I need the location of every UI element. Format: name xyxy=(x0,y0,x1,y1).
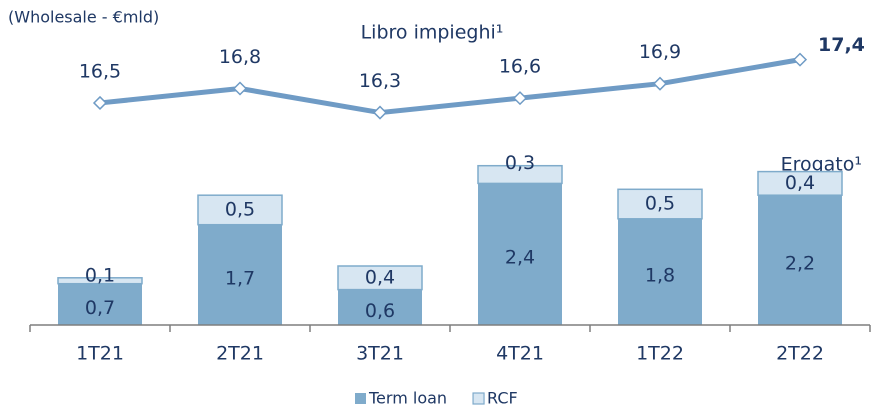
bar-segment xyxy=(478,183,562,325)
value-label: 16,6 xyxy=(499,56,541,78)
bar-segment xyxy=(477,164,563,185)
marker xyxy=(652,76,668,91)
value-label: 0,3 xyxy=(505,152,535,174)
bar-segment xyxy=(338,289,422,325)
value-label: 0,4 xyxy=(785,172,815,194)
value-label: 0,4 xyxy=(365,266,395,288)
marker xyxy=(92,95,108,110)
x-tick-label: 1T22 xyxy=(636,343,684,365)
line xyxy=(99,57,801,116)
value-label: 16,3 xyxy=(359,70,401,92)
value-label: 0,7 xyxy=(85,297,115,319)
x-tick-label: 4T21 xyxy=(496,343,544,365)
value-label: 2,2 xyxy=(785,253,815,275)
bar-segment xyxy=(617,188,703,220)
value-label: 1,8 xyxy=(645,264,675,286)
bar-segment xyxy=(758,195,842,325)
value-label: 16,8 xyxy=(219,46,261,68)
bar-segment xyxy=(618,218,702,325)
value-label: 0,5 xyxy=(645,193,675,215)
legend-label: Term loan xyxy=(368,389,447,408)
value-label: 16,5 xyxy=(79,60,121,82)
x-tick-label: 2T22 xyxy=(776,343,824,365)
chart-subtitle: (Wholesale - €mld) xyxy=(8,8,159,27)
value-label: 16,9 xyxy=(639,41,681,63)
marker xyxy=(792,52,808,67)
legend-swatch xyxy=(355,393,366,404)
bar-segment xyxy=(57,277,143,285)
marker xyxy=(232,81,248,96)
bar-segment xyxy=(757,170,843,196)
x-tick-label: 3T21 xyxy=(356,343,404,365)
marker xyxy=(512,91,528,106)
bar-segment xyxy=(58,283,142,325)
value-label: 0,5 xyxy=(225,198,255,220)
value-label: 0,1 xyxy=(85,264,115,286)
bar-title: Erogato¹ xyxy=(781,154,862,176)
bar-segment xyxy=(337,265,423,291)
bar-segment xyxy=(198,224,282,325)
value-label: 2,4 xyxy=(505,247,535,269)
marker xyxy=(372,105,388,120)
value-label: 0,6 xyxy=(365,300,395,322)
line-title: Libro impieghi¹ xyxy=(361,22,504,44)
legend-label: RCF xyxy=(487,389,518,408)
x-tick-label: 2T21 xyxy=(216,343,264,365)
bar-segment xyxy=(197,194,283,226)
value-label: 17,4 xyxy=(818,34,865,56)
value-label: 1,7 xyxy=(225,267,255,289)
x-tick-label: 1T21 xyxy=(76,343,124,365)
legend-swatch xyxy=(472,392,485,405)
